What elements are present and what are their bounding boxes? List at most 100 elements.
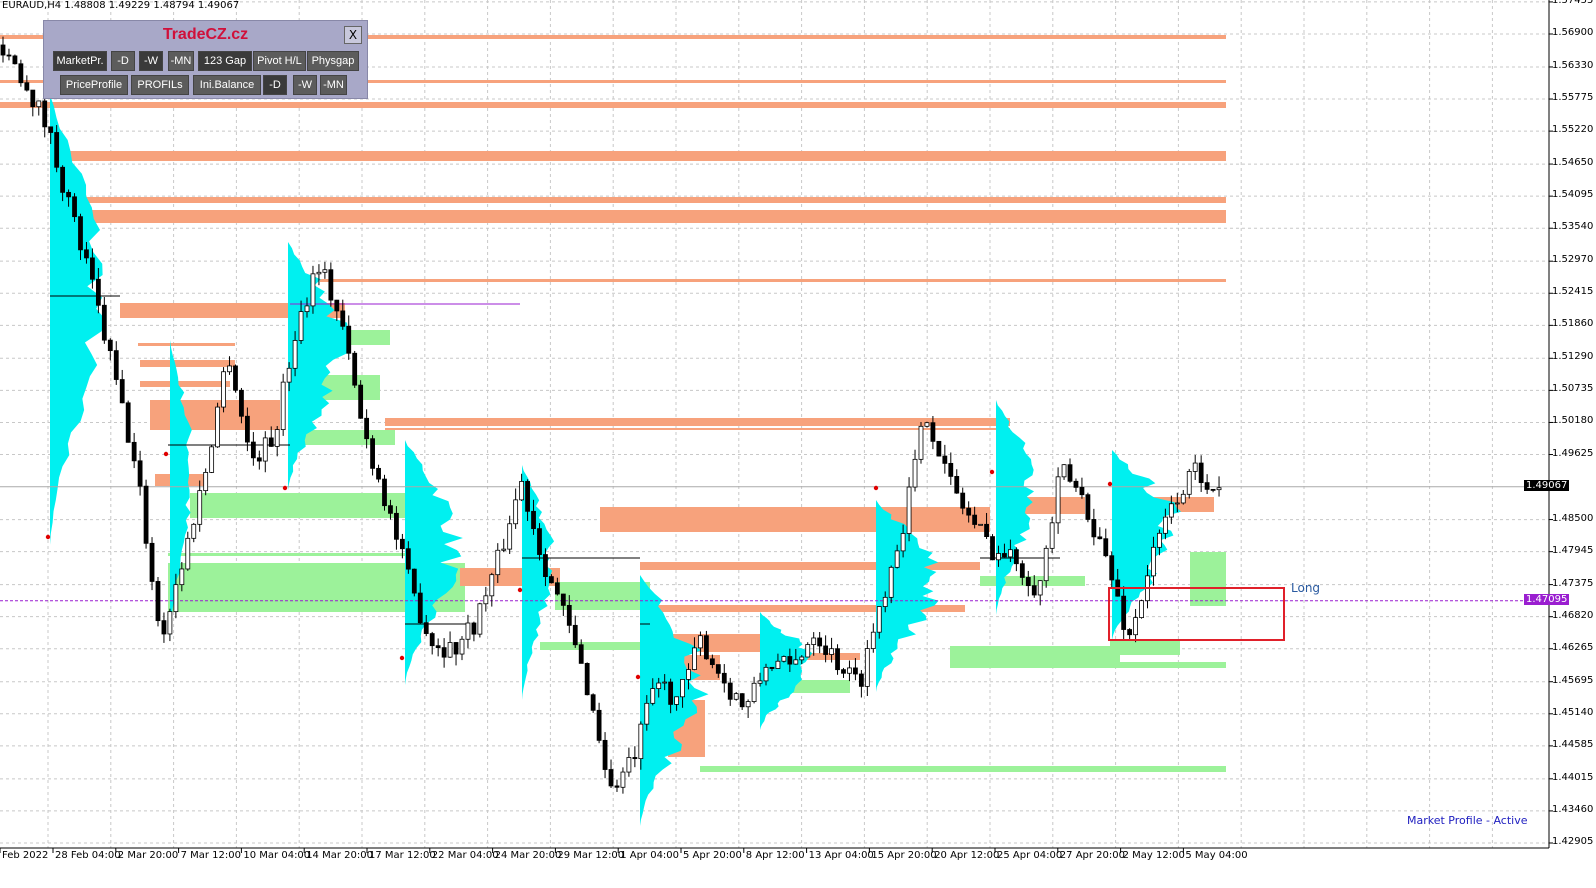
- candle-body: [1109, 555, 1115, 581]
- panel-button-d[interactable]: -D: [111, 51, 135, 71]
- candle-body: [918, 425, 924, 460]
- candle-body: [614, 785, 620, 788]
- candle-body: [531, 510, 536, 530]
- panel-button-w[interactable]: -W: [293, 75, 317, 95]
- fractal-marker: [989, 469, 995, 475]
- candle-body: [709, 658, 715, 665]
- candle-body: [638, 723, 644, 760]
- candle-body: [66, 191, 71, 198]
- candle-body: [1103, 538, 1109, 557]
- panel-button-pivot-h-l[interactable]: Pivot H/L: [253, 51, 306, 71]
- candle-body: [292, 340, 298, 369]
- candle-body: [1198, 462, 1204, 484]
- candle-body: [1061, 464, 1067, 478]
- candle-body: [54, 132, 60, 168]
- candle-body: [721, 672, 727, 684]
- panel-button-w[interactable]: -W: [139, 51, 163, 71]
- candle-body: [602, 739, 608, 770]
- candle-body: [1162, 516, 1168, 534]
- candle-body: [948, 462, 954, 477]
- candle-body: [1174, 502, 1180, 505]
- price-zone: [0, 80, 1226, 83]
- candle-body: [1043, 547, 1049, 582]
- candle-body: [906, 486, 912, 534]
- price-label: 1.46265: [1552, 641, 1594, 653]
- candle-body: [84, 249, 89, 259]
- candle-body: [799, 656, 805, 661]
- candle-body: [936, 440, 942, 457]
- candle-body: [477, 603, 483, 635]
- tradecz-panel[interactable]: TradeCZ.cz X MarketPr. -D -W -MN 123 Gap Pivo…: [43, 20, 368, 99]
- candle-body: [1139, 600, 1144, 618]
- panel-button-mn[interactable]: -MN: [168, 51, 194, 71]
- candle-body: [1186, 471, 1192, 495]
- candle-body: [942, 455, 948, 464]
- price-zone: [800, 653, 860, 660]
- price-zone: [385, 428, 1010, 430]
- candle-body: [715, 664, 721, 674]
- panel-button-physgap[interactable]: Physgap: [307, 51, 359, 71]
- price-zone: [140, 360, 235, 367]
- candle-body: [411, 568, 417, 594]
- candle-body: [513, 499, 519, 525]
- candle-body: [1073, 480, 1079, 488]
- volume-profile: [50, 95, 106, 545]
- time-label: Feb 2022: [2, 850, 49, 861]
- panel-button-mn[interactable]: -MN: [320, 75, 347, 95]
- candle-body: [519, 481, 525, 501]
- panel-button-d[interactable]: -D: [263, 75, 287, 95]
- panel-button-123-gap[interactable]: 123 Gap: [198, 51, 252, 71]
- price-label: 1.55220: [1552, 124, 1594, 136]
- fractal-marker: [163, 451, 169, 457]
- candle-body: [328, 269, 334, 301]
- candle-body: [316, 271, 322, 275]
- price-label: 1.44585: [1552, 738, 1594, 750]
- candle-body: [984, 523, 989, 537]
- time-label: 28 Feb 04:00: [55, 850, 121, 861]
- candle-body: [644, 702, 650, 725]
- candle-body: [459, 638, 465, 655]
- price-label: 1.47945: [1552, 544, 1594, 556]
- price-zone: [150, 400, 280, 430]
- candle-body: [882, 596, 888, 607]
- candle-body: [24, 82, 30, 91]
- price-zone: [1190, 552, 1226, 606]
- price-label: 1.56900: [1552, 27, 1594, 38]
- candle-body: [203, 472, 209, 492]
- candle-body: [209, 446, 215, 473]
- price-label: 1.50180: [1552, 415, 1594, 427]
- panel-button-marketpr[interactable]: MarketPr.: [53, 51, 107, 71]
- price-zone: [0, 102, 1226, 108]
- panel-close-button[interactable]: X: [344, 26, 362, 44]
- candle-body: [560, 593, 566, 606]
- candle-body: [507, 523, 513, 550]
- candle-body: [620, 771, 626, 788]
- time-label: 15 Apr 20:00: [871, 850, 937, 861]
- candle-body: [835, 648, 840, 671]
- candle-body: [1079, 486, 1085, 496]
- symbol-info: EURAUD,H4 1.48808 1.49229 1.48794 1.4906…: [2, 0, 240, 11]
- price-label: 1.44015: [1552, 771, 1594, 783]
- candle-body: [417, 592, 423, 624]
- time-label: 17 Mar 12:00: [369, 850, 436, 861]
- time-label: 5 May 04:00: [1185, 850, 1248, 861]
- panel-button-ini-balance[interactable]: Ini.Balance: [193, 75, 261, 95]
- time-label: 5 Apr 20:00: [683, 850, 742, 861]
- candle-body: [376, 467, 381, 480]
- candle-body: [346, 325, 352, 354]
- candle-body: [829, 648, 834, 655]
- candle-body: [161, 620, 167, 635]
- candle-body: [1133, 617, 1138, 636]
- price-zone: [980, 576, 1085, 586]
- fractal-marker: [45, 534, 51, 540]
- market-profile-status: Market Profile - Active: [1407, 814, 1528, 827]
- panel-button-priceprofile[interactable]: PriceProfile: [60, 75, 128, 95]
- candle-body: [215, 406, 220, 448]
- candle-body: [537, 528, 542, 555]
- panel-button-profils[interactable]: PROFILs: [131, 75, 189, 95]
- candle-body: [191, 523, 197, 539]
- candle-body: [352, 352, 358, 386]
- candle-body: [447, 642, 453, 658]
- candle-body: [727, 682, 733, 700]
